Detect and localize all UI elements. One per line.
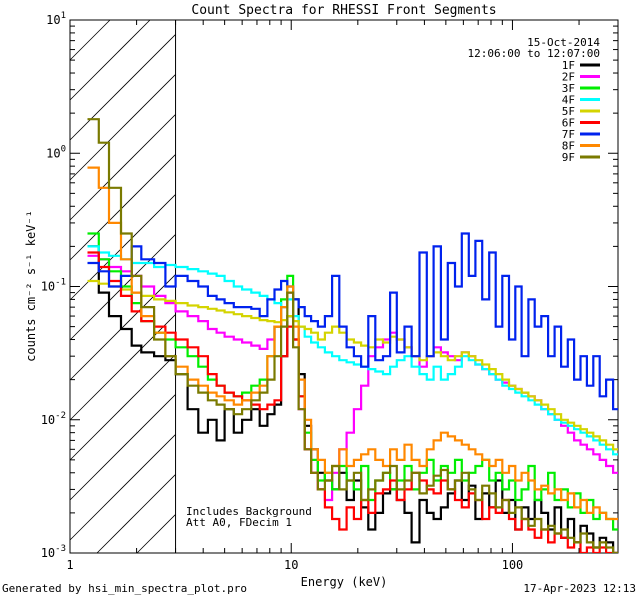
- series-5f-line: [87, 279, 618, 451]
- y-axis-label: counts cm⁻² s⁻¹ keV⁻¹: [24, 210, 38, 362]
- footer-generated-by: Generated by hsi_min_spectra_plot.pro: [2, 582, 248, 595]
- series-6f-line: [87, 251, 618, 553]
- hatch-line: [69, 19, 151, 101]
- hatch-line: [69, 194, 176, 301]
- legend-label-8f: 8F: [562, 140, 575, 153]
- chart-title: Count Spectra for RHESSI Front Segments: [191, 3, 496, 18]
- x-tick-label: 100: [502, 558, 524, 572]
- spectra-series: [87, 118, 618, 553]
- hatch-line: [69, 74, 176, 181]
- legend-label-3f: 3F: [562, 82, 575, 95]
- footer-timestamp: 17-Apr-2023 12:13: [523, 582, 636, 595]
- hatch-line: [69, 354, 176, 461]
- series-9f-line: [87, 118, 618, 553]
- hatch-line: [69, 274, 176, 381]
- hatch-line: [69, 434, 176, 541]
- hatch-line: [69, 114, 176, 221]
- x-axis-label: Energy (keV): [301, 575, 388, 589]
- series-4f-line: [87, 245, 618, 456]
- annotation-background: Includes Background: [186, 505, 312, 518]
- below-threshold-hatched-region: [69, 19, 177, 554]
- y-tick-label: 10-1: [41, 278, 66, 294]
- series-1f-line: [87, 245, 618, 553]
- series-8f-line: [87, 166, 618, 521]
- hatch-line: [69, 314, 176, 421]
- hatch-line: [69, 19, 111, 61]
- y-tick-label: 10-3: [41, 544, 66, 560]
- hatch-line: [136, 514, 176, 554]
- series-2f-line: [87, 254, 618, 502]
- hatch-line: [96, 474, 176, 554]
- legend-label-5f: 5F: [562, 105, 575, 118]
- hatch-line: [69, 34, 176, 141]
- y-tick-label: 100: [46, 144, 66, 160]
- legend-label-2f: 2F: [562, 71, 575, 84]
- series-3f-line: [87, 232, 618, 531]
- legend-label-6f: 6F: [562, 117, 575, 130]
- annotation-attenuator: Att A0, FDecim 1: [186, 516, 292, 529]
- legend-label-9f: 9F: [562, 151, 575, 164]
- y-tick-label: 101: [46, 11, 66, 27]
- time-range-label: 12:06:00 to 12:07:00: [468, 47, 600, 60]
- legend-label-1f: 1F: [562, 59, 575, 72]
- hatch-line: [69, 394, 176, 501]
- legend-label-4f: 4F: [562, 94, 575, 107]
- hatch-line: [69, 154, 176, 261]
- legend-label-7f: 7F: [562, 128, 575, 141]
- x-tick-label: 1: [66, 558, 73, 572]
- x-axis: 1 10 100: [66, 20, 619, 572]
- date-label: 15-Oct-2014: [527, 36, 600, 49]
- x-tick-label: 10: [284, 558, 298, 572]
- series-7f-line: [87, 232, 618, 411]
- y-tick-label: 10-2: [41, 411, 66, 427]
